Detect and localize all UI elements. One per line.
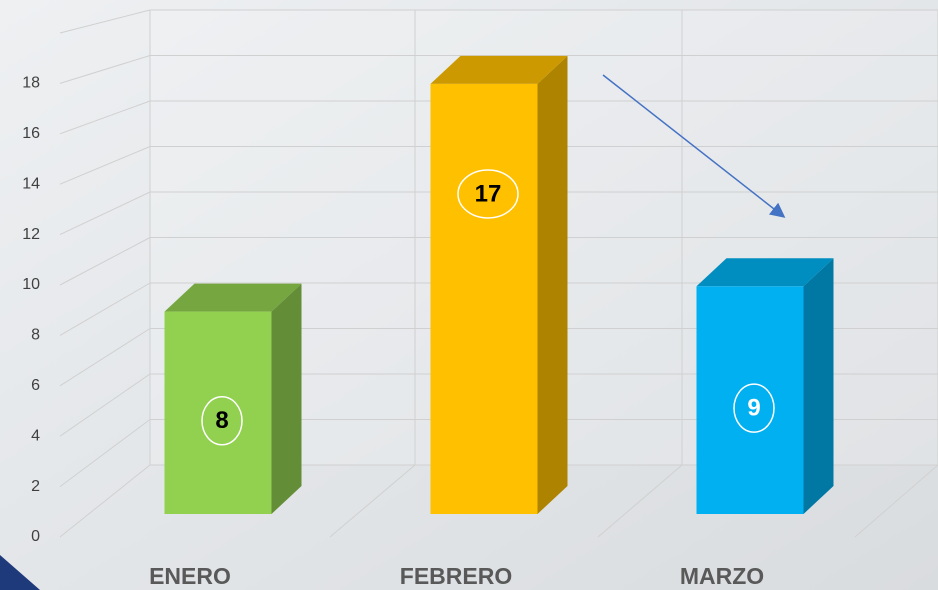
y-tick-label: 6 bbox=[31, 377, 40, 394]
x-tick-label: ENERO bbox=[149, 563, 231, 589]
x-tick-label: FEBRERO bbox=[400, 563, 512, 589]
value-label: 9 bbox=[747, 394, 760, 421]
y-tick-label: 18 bbox=[22, 75, 40, 92]
y-tick-label: 8 bbox=[31, 327, 40, 344]
y-tick-label: 10 bbox=[22, 276, 40, 293]
bar-side bbox=[538, 56, 568, 514]
y-tick-label: 0 bbox=[31, 528, 40, 545]
value-label: 8 bbox=[215, 407, 228, 434]
y-tick-label: 16 bbox=[22, 125, 40, 142]
bar-side bbox=[804, 258, 834, 514]
value-label: 17 bbox=[475, 180, 502, 207]
x-tick-label: MARZO bbox=[680, 563, 764, 589]
bar-side bbox=[272, 284, 302, 514]
y-tick-label: 2 bbox=[31, 478, 40, 495]
bar bbox=[431, 84, 538, 514]
y-tick-label: 4 bbox=[31, 427, 40, 444]
y-tick-label: 12 bbox=[22, 226, 40, 243]
y-tick-label: 14 bbox=[22, 175, 40, 192]
page: {"chart_data": {"type": "bar3d", "catego… bbox=[0, 0, 938, 590]
chart: 0 2 4 6 8 10 12 14 16 18 8 ENERO 17 FEBRERO 9 MARZO bbox=[0, 0, 938, 590]
